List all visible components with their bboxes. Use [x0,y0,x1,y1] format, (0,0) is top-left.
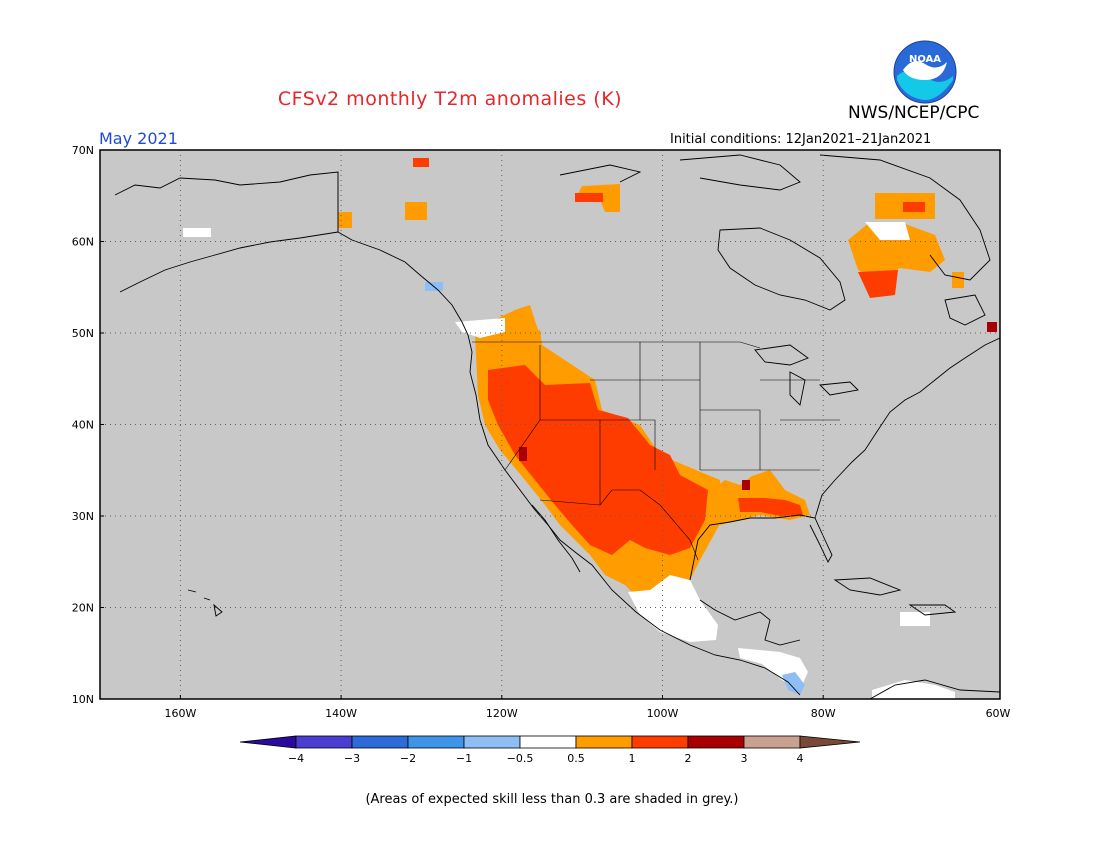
colorbar-swatch [295,735,353,749]
colorbar-swatch [575,735,633,749]
anomaly-patch-atlantic [987,322,997,332]
anomaly-fields [183,158,997,699]
colorbar-tick-label: −2 [400,752,416,765]
anomaly-region-white-caribbean [872,680,955,699]
footnote-text: (Areas of expected skill less than 0.3 a… [365,792,739,807]
skill-footnote: (Areas of expected skill less than 0.3 a… [0,792,1100,807]
colorbar-tick-label: −3 [344,752,360,765]
colorbar-swatch [351,735,409,749]
graticule [100,150,1000,699]
lat-labels: 70N 60N 50N 40N 30N 20N 10N [72,144,94,706]
colorbar-tick-label: 3 [741,752,748,765]
lon-label: 60W [986,707,1011,720]
anomaly-region-white-quebec [865,222,910,240]
colorbar-swatch [631,735,689,749]
colorbar-swatch [799,735,861,749]
lon-label: 140W [325,707,357,720]
colorbar-swatch [463,735,521,749]
lon-label: 160W [164,707,196,720]
colorbar-swatch [239,735,297,749]
colorbar-tick-label: 4 [797,752,804,765]
anomaly-patch-darkred-ca [519,447,527,461]
lat-label: 10N [72,693,94,706]
colorbar-tick-label: 0.5 [567,752,585,765]
anomaly-region-blue-central-america [782,672,805,695]
anomaly-patch-bering [183,228,211,237]
agency-label: NWS/NCEP/CPC [848,103,980,123]
noaa-logo: NOAA [893,40,957,104]
anomaly-region-orange-quebec [848,222,945,280]
colorbar-swatch [407,735,465,749]
anomaly-region-white-mexico [628,575,718,642]
logo-text: NOAA [909,54,941,65]
anomaly-region-red-gulf [738,498,803,516]
colorbar-swatch [743,735,801,749]
colorbar-tick-label: −0.5 [507,752,534,765]
political-borders [337,172,840,561]
colorbar-labels: −4 −3 −2 −1 −0.5 0.5 1 2 3 4 [288,752,804,765]
lon-label: 120W [486,707,518,720]
anomaly-patch-baffin-red [903,202,925,212]
anomaly-patch-yukon [405,202,427,220]
lat-label: 70N [72,144,94,157]
axis-ticks [100,241,824,699]
initial-conditions: Initial conditions: 12Jan2021–21Jan2021 [670,132,932,147]
colorbar-tick-label: 1 [629,752,636,765]
colorbar-tick-label: −1 [456,752,472,765]
lon-label: 80W [811,707,836,720]
colorbar [239,735,861,749]
anomaly-patch-puerto-rico [900,612,930,626]
coastlines [114,154,1000,699]
lon-labels: 160W 140W 120W 100W 80W 60W [164,707,1010,720]
forecast-month: May 2021 [99,129,178,148]
lat-label: 60N [72,236,94,249]
anomaly-patch-darkred-ms [742,480,750,490]
lat-label: 50N [72,327,94,340]
anomaly-region-red-west [488,365,708,555]
anomaly-patch-nwt-red [575,193,603,202]
chart-title: CFSv2 monthly T2m anomalies (K) [0,88,1100,110]
colorbar-swatch [519,735,577,749]
colorbar-tick-label: 2 [685,752,692,765]
anomaly-patch-alaska [338,212,352,228]
anomaly-patch-newfoundland [952,272,964,288]
colorbar-swatch [687,735,745,749]
lat-label: 30N [72,510,94,523]
anomaly-region-red-quebec [858,270,898,298]
title-text: CFSv2 monthly T2m anomalies (K) [277,88,623,110]
lat-label: 20N [72,602,94,615]
lon-label: 100W [647,707,679,720]
lat-label: 40N [72,419,94,432]
anomaly-patch-arctic [413,158,429,167]
colorbar-tick-label: −4 [288,752,304,765]
